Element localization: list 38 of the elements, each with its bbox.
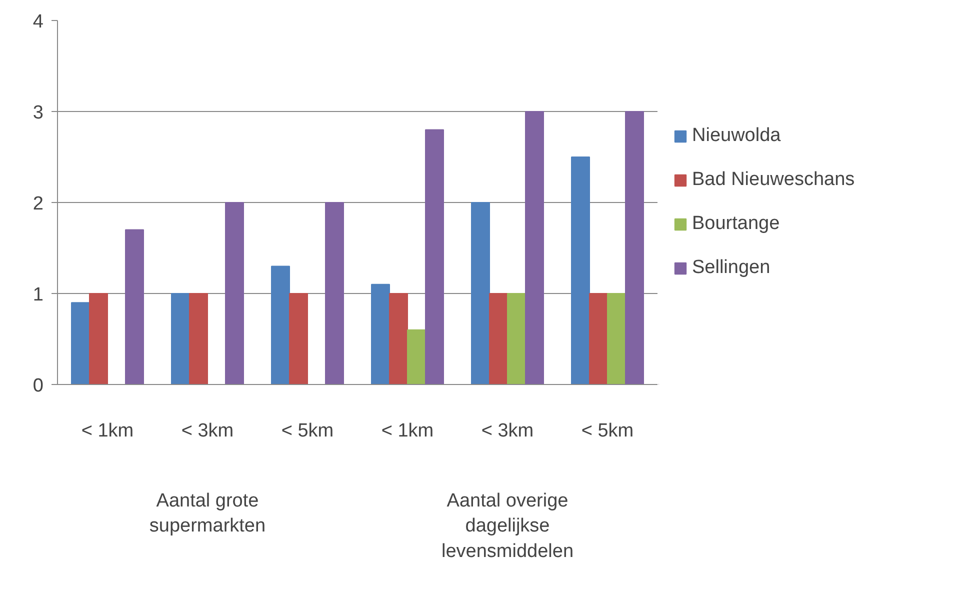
y-tick-label: 4 xyxy=(32,12,44,32)
legend-label: Nieuwolda xyxy=(692,125,781,147)
bar xyxy=(325,202,344,384)
bar xyxy=(389,293,408,384)
x-tick-label: < 1km xyxy=(381,420,434,442)
bar xyxy=(71,302,90,384)
y-tick-label: 3 xyxy=(32,102,44,124)
bar xyxy=(371,284,390,384)
legend-label: Sellingen xyxy=(692,257,770,279)
bar xyxy=(589,293,608,384)
bar xyxy=(489,293,508,384)
y-tick-label: 2 xyxy=(32,194,44,214)
bar xyxy=(525,111,544,384)
bar xyxy=(507,293,526,384)
bar xyxy=(607,293,626,384)
legend-label: Bourtange xyxy=(692,213,780,235)
text: Aantal overige dagelijkse levensmiddelen xyxy=(441,490,574,562)
bar xyxy=(625,111,644,384)
bar xyxy=(271,266,290,384)
x-tick-label: < 1km xyxy=(81,420,134,442)
bar xyxy=(225,202,244,384)
bar xyxy=(189,293,208,384)
bar xyxy=(571,156,590,384)
x-tick-label: < 5km xyxy=(581,420,634,442)
bar xyxy=(125,229,144,384)
bar xyxy=(171,293,190,384)
y-tick-label: 1 xyxy=(32,284,44,306)
y-tick-label: 0 xyxy=(32,376,44,396)
bar xyxy=(407,329,426,384)
x-tick-label: < 5km xyxy=(281,420,334,442)
bar xyxy=(289,293,308,384)
bar xyxy=(471,202,490,384)
bar xyxy=(89,293,108,384)
x-tick-label: < 3km xyxy=(481,420,534,442)
x-tick-label: < 3km xyxy=(181,420,234,442)
bar xyxy=(425,129,444,384)
text: Aantal grote supermarkten xyxy=(149,490,266,537)
legend-label: Bad Nieuweschans xyxy=(692,169,855,191)
